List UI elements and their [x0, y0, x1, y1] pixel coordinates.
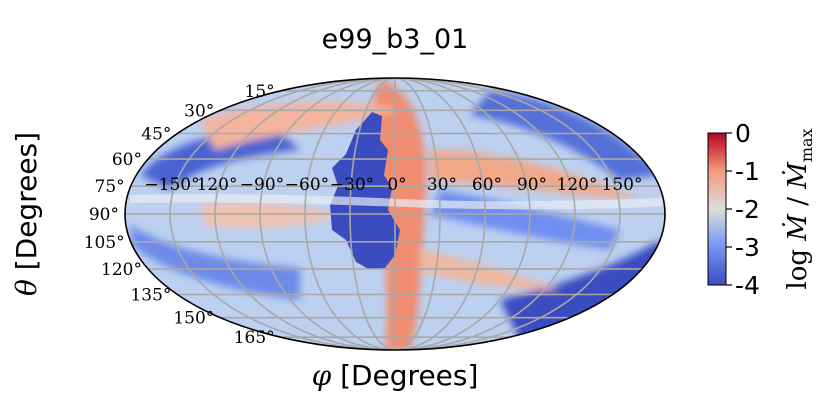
colorbar-gradient	[707, 132, 727, 286]
phi-tick-label: 120°	[557, 175, 598, 195]
phi-tick-label: −30°	[330, 175, 374, 195]
field-region-central-deep-blue	[330, 112, 400, 270]
colorbar-tick-label: -3	[735, 233, 760, 262]
theta-tick-label: 60°	[112, 150, 142, 170]
theta-tick-label: 15°	[245, 82, 275, 102]
y-axis-symbol: θ	[10, 279, 43, 296]
y-axis-label: θ [Degrees]	[10, 132, 43, 296]
phi-tick-label: 120°	[197, 175, 238, 195]
field-region-south-west-blue	[130, 225, 300, 300]
phi-tick-labels: −150°120° −90° −60° −30° 0° 30° 60° 90° 120° 150°	[144, 175, 642, 195]
theta-tick-label: 120°	[101, 260, 142, 280]
phi-tick-label: −90°	[240, 175, 284, 195]
phi-tick-label: −150°	[144, 175, 199, 195]
colorbar-label-symbol: Ṁ	[782, 213, 813, 242]
map-boundary	[124, 77, 666, 351]
phi-tick-label: 150°	[602, 175, 643, 195]
field-region-east-warm-arc	[430, 150, 640, 200]
colorbar-tick-label: -2	[735, 195, 760, 224]
colorbar-tick-label: 0	[735, 119, 751, 148]
colorbar: 0 -1 -2 -3 -4 log Ṁ / Ṁmax	[707, 119, 816, 300]
theta-tick-label: 90°	[89, 205, 119, 225]
colorbar-label-main: log	[783, 241, 813, 290]
x-axis-label: φ [Degrees]	[312, 359, 479, 392]
theta-tick-label: 75°	[95, 177, 125, 197]
phi-tick-label: 60°	[472, 175, 502, 195]
phi-tick-label: 30°	[427, 175, 457, 195]
theta-tick-label: 45°	[141, 125, 171, 145]
y-axis-text: [Degrees]	[10, 132, 43, 279]
colorbar-label-sep: /	[783, 189, 813, 214]
theta-tick-label: 135°	[130, 286, 171, 306]
phi-tick-label: 90°	[517, 175, 547, 195]
colorbar-tick-label: -4	[735, 271, 760, 300]
theta-tick-label: 105°	[84, 233, 125, 253]
field-region-south-warm-arc	[420, 250, 560, 290]
colorbar-label-denom: Ṁ	[782, 161, 813, 190]
graticule	[125, 78, 665, 350]
phi-tick-label: −60°	[285, 175, 329, 195]
theta-tick-label: 165°	[234, 328, 275, 348]
x-axis-text: [Degrees]	[331, 359, 478, 392]
colorbar-label-sub: max	[797, 128, 816, 162]
colorbar-ticks: 0 -1 -2 -3 -4	[726, 119, 760, 300]
theta-tick-labels: 15° 30° 45° 60° 75° 90° 105° 120° 135°150° 165°	[84, 82, 275, 348]
chart-title: e99_b3_01	[322, 24, 469, 55]
phi-tick-label: 0°	[387, 175, 406, 195]
x-axis-symbol: φ	[312, 359, 332, 392]
field-region-north-east-blue	[470, 90, 660, 180]
theta-tick-label: 30°	[184, 101, 214, 121]
field-region-equator-light	[130, 194, 665, 210]
theta-tick-label: 150°	[173, 309, 214, 329]
colorbar-label: log Ṁ / Ṁmax	[782, 128, 816, 289]
field-region-north-warm-arc	[200, 101, 400, 150]
colorbar-tick-label: -1	[735, 157, 760, 186]
